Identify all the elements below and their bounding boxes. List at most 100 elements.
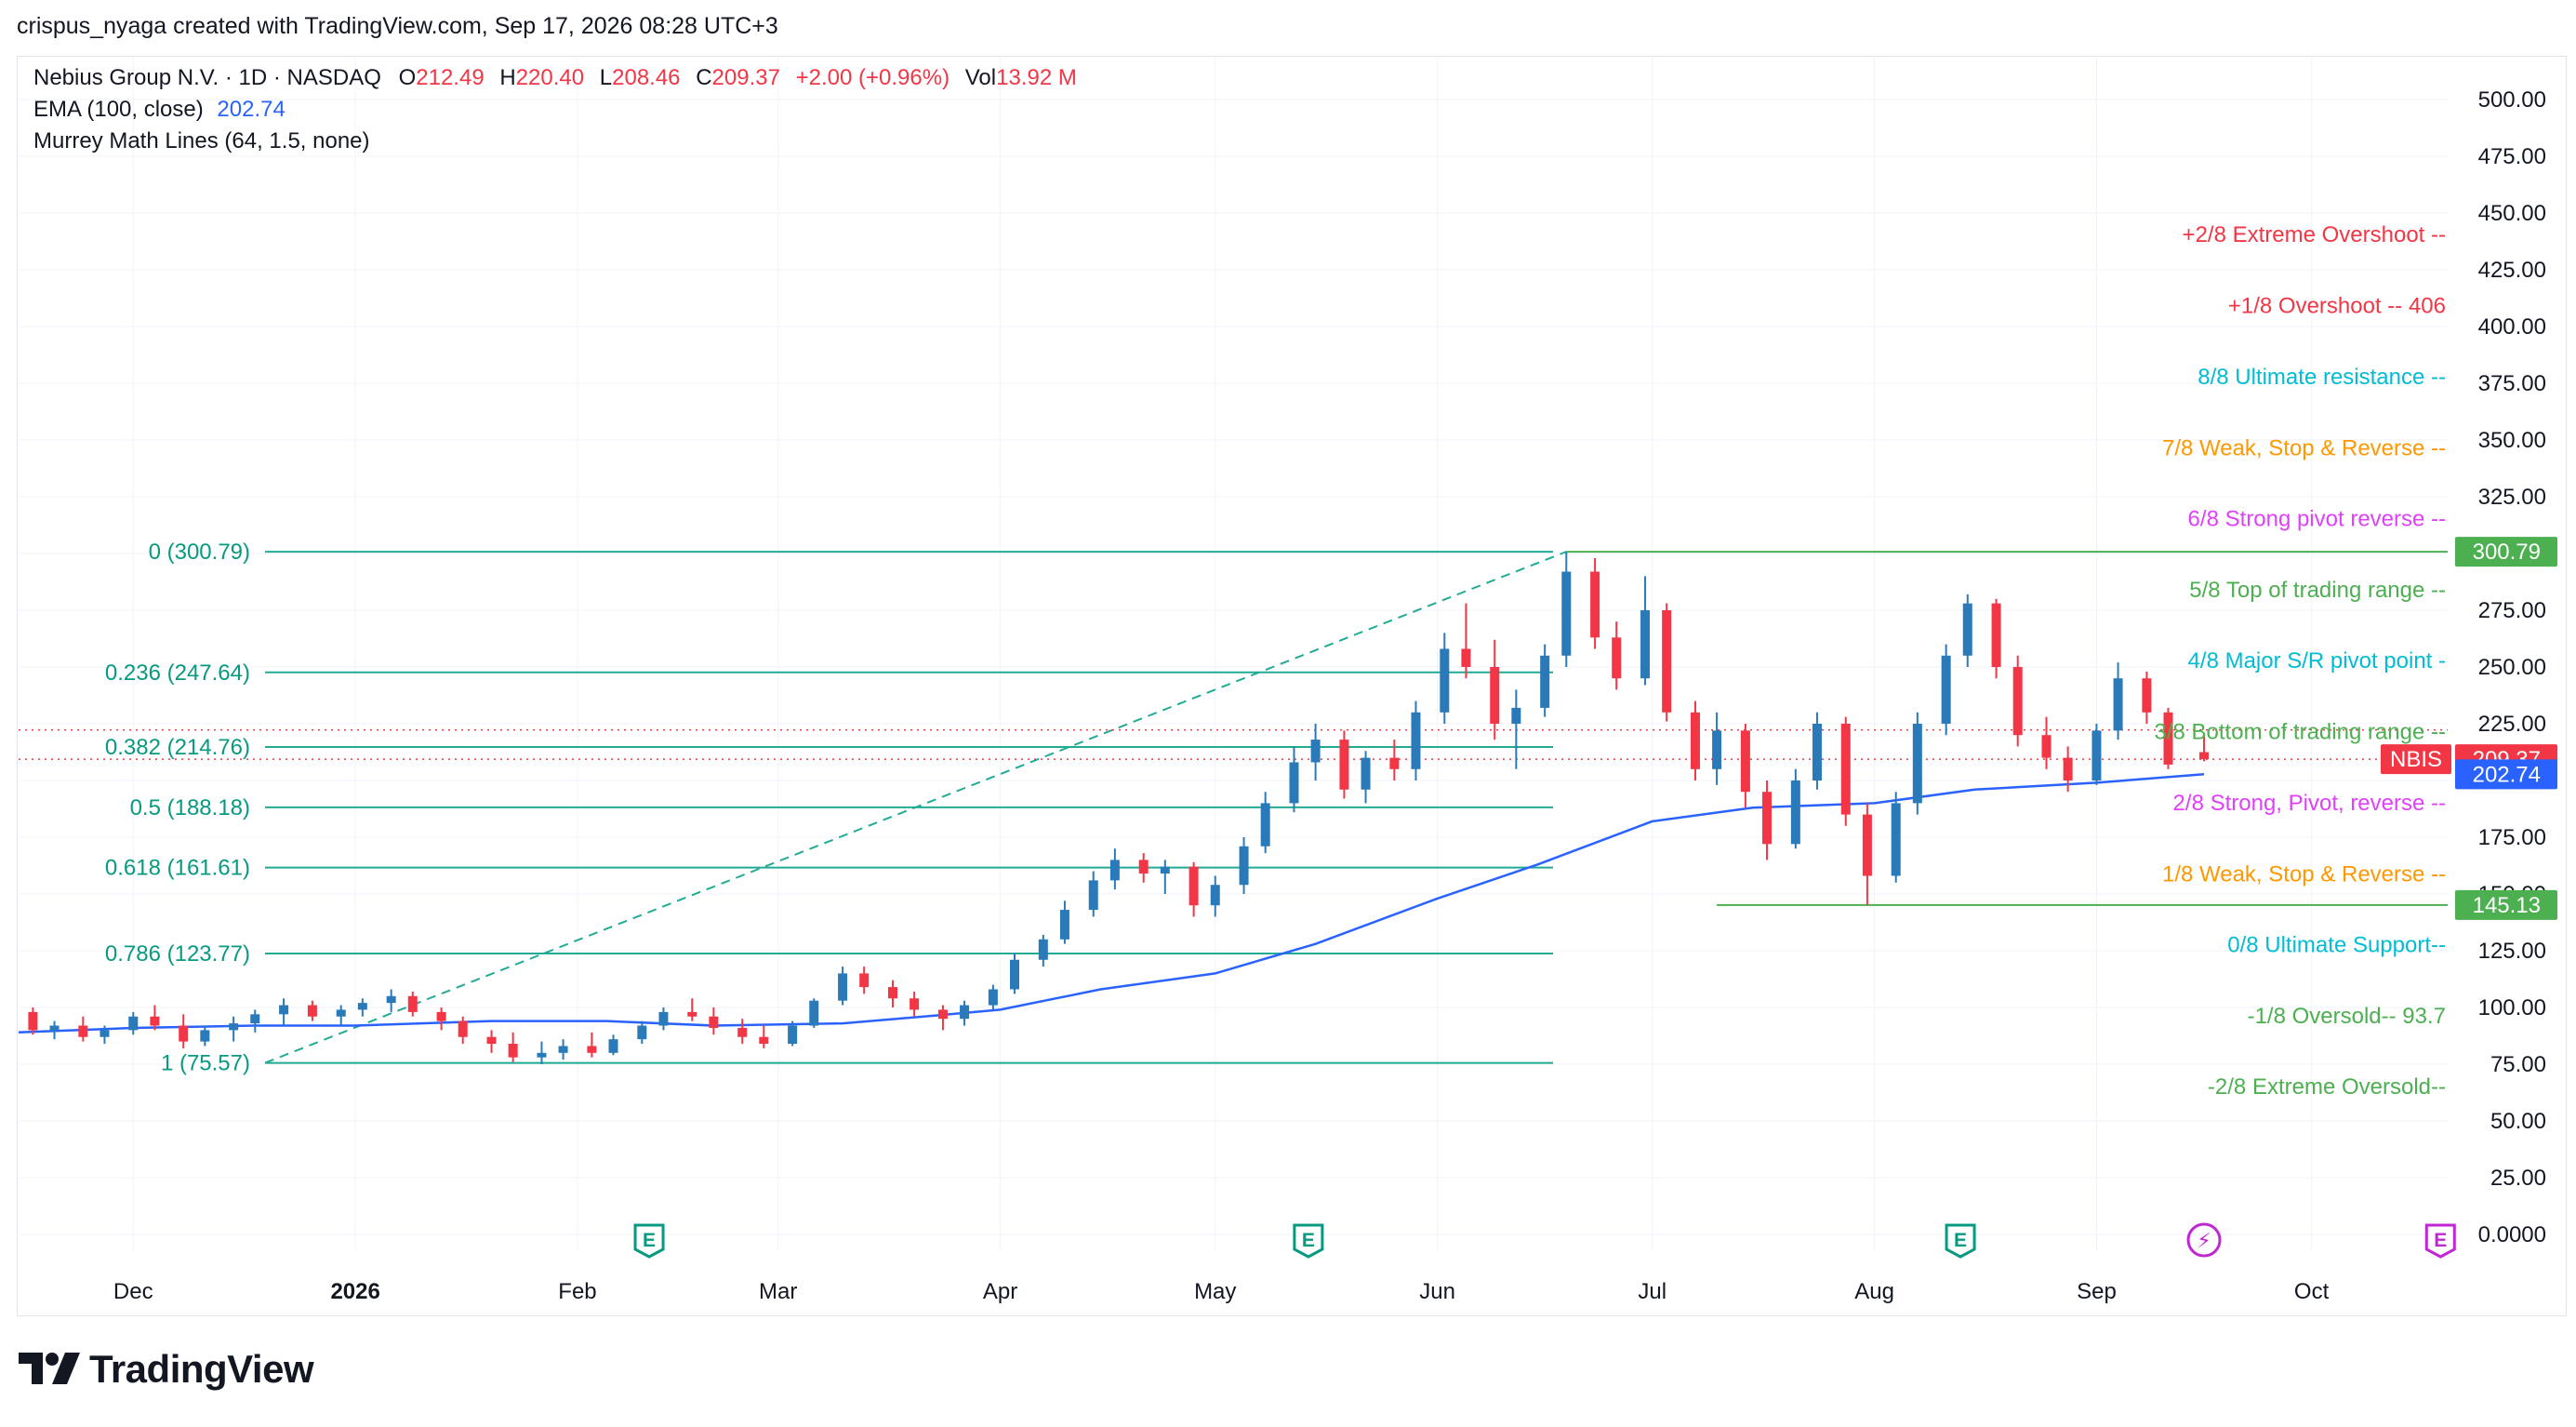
ema-value: 202.74 <box>217 97 285 122</box>
murrey-label: Murrey Math Lines (64, 1.5, none) <box>33 128 370 153</box>
earnings-label: E <box>643 1230 656 1251</box>
legend-ema[interactable]: EMA (100, close) 202.74 <box>33 97 285 123</box>
candle-body <box>1260 803 1270 847</box>
legend-symbol[interactable]: Nebius Group N.V. · 1D · NASDAQ <box>33 65 381 90</box>
x-tick-label: Aug <box>1854 1279 1894 1304</box>
volume-label: Vol <box>964 65 997 90</box>
candle-body <box>558 1046 568 1053</box>
candle-body <box>1210 885 1220 906</box>
close-value: 209.37 <box>711 65 780 90</box>
candle-body <box>1059 910 1069 940</box>
ema-label: EMA (100, close) <box>33 97 204 122</box>
candle-body <box>1440 648 1450 713</box>
candle-body <box>2041 735 2052 758</box>
earnings-icon <box>1945 1223 1976 1259</box>
candle-body <box>988 989 998 1006</box>
candle-body <box>1790 780 1800 845</box>
y-tick-label: 175.00 <box>2478 825 2546 850</box>
y-tick-label: 250.00 <box>2478 655 2546 680</box>
y-tick-label: 125.00 <box>2478 939 2546 964</box>
legend-murrey[interactable]: Murrey Math Lines (64, 1.5, none) <box>33 128 370 154</box>
fib-level-label: 0 (300.79) <box>149 540 250 565</box>
murrey-line-label: -1/8 Oversold-- 93.7 <box>2248 1004 2446 1029</box>
murrey-line-label: 7/8 Weak, Stop & Reverse -- <box>2162 435 2446 460</box>
candle-body <box>910 998 920 1010</box>
earnings-icon <box>1293 1223 1324 1259</box>
candle-body <box>1690 712 1700 769</box>
candle-body <box>1840 724 1851 815</box>
murrey-line-label: 2/8 Strong, Pivot, reverse -- <box>2173 791 2446 816</box>
candle-body <box>1640 610 1651 679</box>
x-tick-label: May <box>1194 1279 1236 1304</box>
candle-body <box>1962 603 1972 656</box>
candle-body <box>407 995 418 1012</box>
candle-body <box>1188 866 1199 906</box>
candle-body <box>458 1020 468 1037</box>
candle-body <box>1411 712 1421 769</box>
tradingview-logo-text: TradingView <box>89 1347 314 1391</box>
murrey-line-label: 5/8 Top of trading range -- <box>2189 578 2446 603</box>
fib-level-label: 0.5 (188.18) <box>130 795 250 820</box>
candle-body <box>2012 667 2023 736</box>
x-tick-label: Mar <box>759 1279 797 1304</box>
close-label: C <box>696 65 712 90</box>
earnings-icon <box>633 1223 665 1259</box>
y-tick-label: 25.00 <box>2490 1166 2546 1191</box>
attribution-text: crispus_nyaga created with TradingView.c… <box>17 13 778 39</box>
legend-ohlc: Nebius Group N.V. · 1D · NASDAQ O212.49 … <box>33 65 1077 91</box>
candle-body <box>709 1016 719 1028</box>
candle-body <box>279 1005 289 1015</box>
candle-body <box>1540 655 1550 708</box>
candle-body <box>1511 707 1521 724</box>
x-tick-label: Dec <box>113 1279 153 1304</box>
x-tick-label: 2026 <box>330 1279 379 1304</box>
candle-body <box>737 1027 748 1037</box>
upcoming-event-label: ⚡ <box>2197 1229 2211 1252</box>
candle-body <box>1862 814 1872 876</box>
candle-body <box>809 1000 819 1026</box>
candle-body <box>78 1025 88 1037</box>
high-label: H <box>499 65 516 90</box>
ema-line <box>18 773 2205 1034</box>
candle-body <box>637 1025 647 1040</box>
low-value: 208.46 <box>612 65 681 90</box>
candle-body <box>1662 610 1672 713</box>
price-badge-value: 145.13 <box>2473 893 2541 918</box>
volume-value: 13.92 M <box>996 65 1077 90</box>
murrey-line-label: 4/8 Major S/R pivot point - <box>2188 648 2446 673</box>
candle-body <box>1912 724 1922 804</box>
candle-body <box>1891 803 1901 876</box>
murrey-line-label: +1/8 Overshoot -- 406 <box>2228 294 2446 319</box>
candle-body <box>357 1003 367 1010</box>
high-value: 220.40 <box>515 65 585 90</box>
tradingview-logo[interactable]: TradingView <box>19 1347 314 1392</box>
candle-body <box>1561 571 1572 656</box>
candle-body <box>1160 866 1170 874</box>
price-badge-symbol-box <box>2381 744 2451 775</box>
price-badge-value: 300.79 <box>2473 540 2541 565</box>
candle-body <box>128 1016 139 1031</box>
candle-body <box>1339 740 1349 790</box>
candle-body <box>1762 792 1773 845</box>
fib-level-label: 1 (75.57) <box>161 1051 250 1076</box>
earnings-icon <box>2424 1223 2456 1259</box>
murrey-line-label: 1/8 Weak, Stop & Reverse -- <box>2162 861 2446 887</box>
y-tick-label: 50.00 <box>2490 1109 2546 1134</box>
candle-body <box>1712 730 1722 769</box>
murrey-line-label: 3/8 Bottom of trading range -- <box>2155 720 2447 745</box>
price-badge-value: 202.74 <box>2473 762 2541 787</box>
upcoming-event-icon <box>2186 1222 2222 1258</box>
candle-body <box>386 995 396 1004</box>
candle-body <box>28 1011 38 1031</box>
y-tick-label: 275.00 <box>2478 598 2546 623</box>
x-tick-label: Sep <box>2077 1279 2117 1304</box>
earnings-label: E <box>1302 1230 1315 1251</box>
y-tick-label: 475.00 <box>2478 144 2546 169</box>
candle-body <box>937 1009 948 1020</box>
candle-body <box>1941 655 1951 724</box>
candle-body <box>788 1025 798 1045</box>
price-badge-box <box>2455 759 2557 790</box>
candle-body <box>859 973 870 988</box>
candle-body <box>2199 752 2210 760</box>
